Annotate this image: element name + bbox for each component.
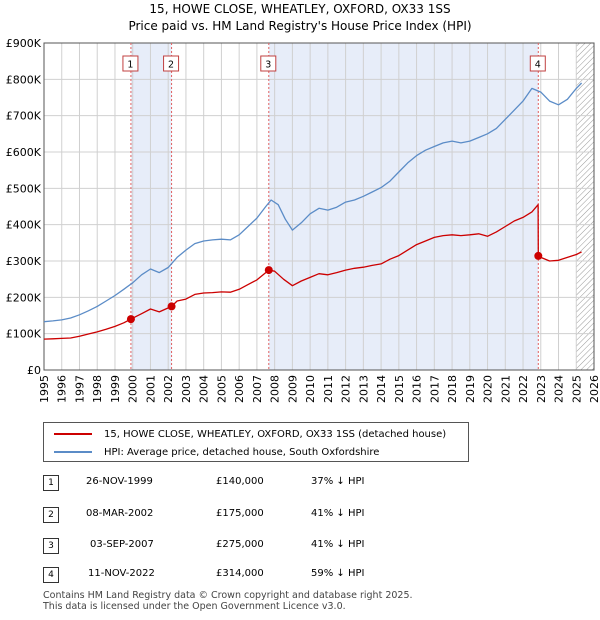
row-hpi-diff: 37% ↓ HPI — [311, 476, 365, 487]
row-number-badge: 4 — [43, 567, 59, 583]
sale-point — [126, 315, 135, 324]
x-tick-label: 2016 — [411, 375, 424, 403]
x-tick-label: 2006 — [233, 375, 246, 403]
x-tick-label: 2022 — [517, 375, 530, 403]
sale-point — [167, 302, 176, 311]
shaded-period — [130, 43, 172, 370]
y-tick-label: £900K — [6, 37, 42, 50]
x-tick-label: 2024 — [553, 375, 566, 403]
row-hpi-diff: 41% ↓ HPI — [311, 539, 365, 550]
x-tick-label: 2012 — [340, 375, 353, 403]
legend-label-hpi: HPI: Average price, detached house, Sout… — [104, 446, 380, 458]
chart-title: 15, HOWE CLOSE, WHEATLEY, OXFORD, OX33 1… — [149, 2, 450, 16]
sale-label: 1 — [127, 60, 133, 71]
x-tick-label: 2000 — [127, 375, 140, 403]
x-tick-label: 2005 — [215, 375, 228, 403]
y-tick-label: £0 — [27, 364, 41, 377]
x-tick-label: 2001 — [144, 375, 157, 403]
sale-point — [534, 251, 543, 260]
price-chart: 15, HOWE CLOSE, WHEATLEY, OXFORD, OX33 1… — [6, 2, 600, 403]
x-tick-label: 2014 — [375, 375, 388, 403]
x-tick-label: 2017 — [428, 375, 441, 403]
x-tick-label: 2015 — [393, 375, 406, 403]
x-tick-label: 2025 — [570, 375, 583, 403]
legend-label-property: 15, HOWE CLOSE, WHEATLEY, OXFORD, OX33 1… — [104, 428, 447, 440]
x-tick-label: 1996 — [56, 375, 69, 403]
y-tick-label: £100K — [6, 328, 42, 341]
sale-point — [264, 266, 273, 275]
x-tick-label: 2011 — [322, 375, 335, 403]
x-tick-label: 1998 — [91, 375, 104, 403]
x-tick-label: 2020 — [482, 375, 495, 403]
x-tick-label: 2009 — [286, 375, 299, 403]
row-price: £175,000 — [216, 508, 264, 519]
sale-label: 2 — [168, 60, 174, 71]
plot-frame — [43, 42, 595, 371]
sale-label-box — [163, 55, 180, 72]
row-date: 26-NOV-1999 — [86, 476, 153, 487]
y-tick-label: £600K — [6, 146, 42, 159]
series-line-hpi — [43, 82, 583, 323]
x-tick-label: 2026 — [588, 375, 600, 403]
x-tick-label: 1999 — [109, 375, 122, 403]
x-tick-label: 2004 — [198, 375, 211, 403]
sale-label-box — [122, 55, 139, 72]
x-tick-label: 2002 — [162, 375, 175, 403]
sale-label: 4 — [535, 60, 541, 71]
row-price: £140,000 — [216, 476, 264, 487]
y-tick-label: £800K — [6, 73, 42, 86]
x-tick-label: 2013 — [357, 375, 370, 403]
row-number-badge: 1 — [43, 475, 59, 491]
y-tick-label: £400K — [6, 219, 42, 232]
chart-subtitle: Price paid vs. HM Land Registry's House … — [128, 19, 471, 33]
row-hpi-diff: 59% ↓ HPI — [311, 568, 365, 579]
row-number-badge: 2 — [43, 507, 59, 523]
sale-label-box — [529, 55, 546, 72]
x-tick-label: 2021 — [499, 375, 512, 403]
x-tick-label: 2008 — [269, 375, 282, 403]
sale-label: 3 — [265, 60, 271, 71]
y-tick-label: £700K — [6, 110, 42, 123]
sale-label-box — [260, 55, 277, 72]
x-tick-label: 1995 — [38, 375, 51, 403]
row-price: £314,000 — [216, 568, 264, 579]
x-tick-label: 2019 — [464, 375, 477, 403]
x-tick-label: 1997 — [73, 375, 86, 403]
legend: 15, HOWE CLOSE, WHEATLEY, OXFORD, OX33 1… — [43, 422, 469, 462]
x-tick-label: 2007 — [251, 375, 264, 403]
legend-item-hpi: HPI: Average price, detached house, Sout… — [54, 443, 379, 461]
row-date: 08-MAR-2002 — [86, 508, 154, 519]
footer: Contains HM Land Registry data © Crown c… — [43, 590, 413, 612]
y-tick-label: £200K — [6, 291, 42, 304]
legend-item-property: 15, HOWE CLOSE, WHEATLEY, OXFORD, OX33 1… — [54, 425, 446, 443]
footer-copyright: Contains HM Land Registry data © Crown c… — [43, 590, 413, 601]
row-number-badge: 3 — [43, 538, 59, 554]
footer-licence: This data is licensed under the Open Gov… — [43, 601, 346, 612]
x-tick-label: 2010 — [304, 375, 317, 403]
row-date: 03-SEP-2007 — [90, 539, 154, 550]
y-tick-label: £500K — [6, 182, 42, 195]
row-date: 11-NOV-2022 — [88, 568, 155, 579]
x-tick-label: 2023 — [535, 375, 548, 403]
row-hpi-diff: 41% ↓ HPI — [311, 508, 365, 519]
legend-swatch-hpi — [54, 451, 92, 453]
projection-region — [576, 43, 594, 370]
x-tick-label: 2018 — [446, 375, 459, 403]
row-price: £275,000 — [216, 539, 264, 550]
legend-swatch-property — [54, 433, 92, 435]
x-tick-label: 2003 — [180, 375, 193, 403]
shaded-period — [268, 43, 539, 370]
series-line-property — [43, 204, 582, 340]
y-tick-label: £300K — [6, 255, 42, 268]
